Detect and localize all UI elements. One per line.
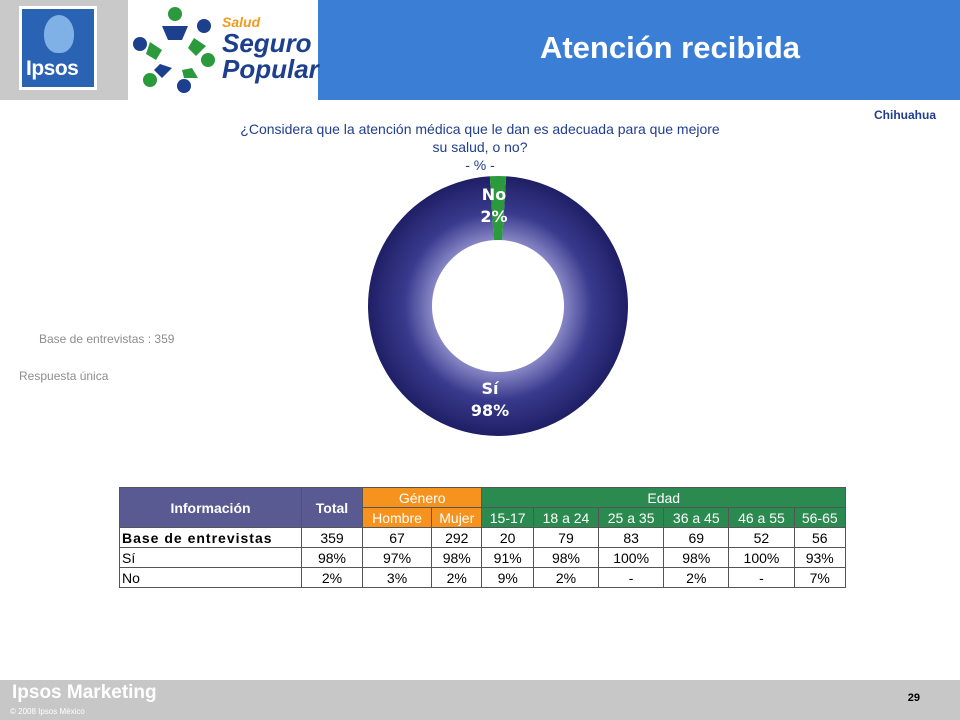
question-line-2: su salud, o no? — [432, 139, 528, 155]
header-gender: Género — [361, 487, 483, 508]
table-cell: 20 — [481, 527, 534, 548]
subheader-56-65: 56-65 — [793, 507, 847, 528]
logo-seguro-text: Seguro — [222, 28, 312, 58]
table-cell: 98% — [301, 547, 363, 568]
region-label: Chihuahua — [874, 108, 936, 122]
header-age: Edad — [481, 487, 846, 508]
table-cell: 292 — [431, 527, 483, 548]
question-text: ¿Considera que la atención médica que le… — [180, 120, 780, 174]
header-information: Información — [119, 487, 302, 528]
table-cell: 2% — [431, 567, 483, 588]
row-label: Sí — [119, 547, 302, 568]
table-cell: 2% — [301, 567, 363, 588]
response-note: Respuesta única — [19, 369, 109, 383]
table-cell: 83 — [598, 527, 665, 548]
slice-label-si: Sí — [481, 379, 500, 398]
slice-si — [368, 176, 628, 436]
ipsos-logo: Ipsos — [19, 6, 97, 90]
table-cell: 91% — [481, 547, 534, 568]
header-total: Total — [301, 487, 363, 528]
slice-value-si: 98% — [471, 401, 509, 420]
table-cell: 2% — [532, 567, 600, 588]
ipsos-face-icon — [44, 15, 74, 53]
info-table: Información Total Género Edad Hombre Muj… — [119, 487, 847, 588]
table-cell: 100% — [728, 547, 795, 568]
subheader-15-17: 15-17 — [481, 507, 534, 528]
table-row: No 2% 3% 2% 9% 2% - 2% - 7% — [119, 567, 847, 588]
slice-no — [489, 176, 507, 241]
table-cell: 98% — [532, 547, 600, 568]
logo-popular-text: Popular — [222, 54, 319, 84]
subheader-25-35: 25 a 35 — [598, 507, 665, 528]
seguro-popular-figures-icon — [133, 7, 215, 93]
table-cell: 9% — [481, 567, 534, 588]
table-cell: 79 — [532, 527, 600, 548]
question-line-1: ¿Considera que la atención médica que le… — [240, 121, 720, 137]
question-line-3: - % - — [465, 157, 495, 173]
table-cell: 359 — [301, 527, 363, 548]
table-cell: - — [598, 567, 665, 588]
table-cell: - — [728, 567, 795, 588]
ipsos-logo-container: Ipsos — [0, 0, 128, 100]
table-cell: 52 — [728, 527, 795, 548]
subheader-mujer: Mujer — [431, 507, 483, 528]
page-number: 29 — [907, 692, 920, 704]
table-row: Sí 98% 97% 98% 91% 98% 100% 98% 100% 93% — [119, 547, 847, 568]
table-cell: 2% — [663, 567, 730, 588]
subheader-18-24: 18 a 24 — [532, 507, 600, 528]
ipsos-logo-text: Ipsos — [26, 57, 79, 80]
table-cell: 7% — [793, 567, 847, 588]
subheader-46-55: 46 a 55 — [728, 507, 795, 528]
base-note: Base de entrevistas : 359 — [39, 332, 175, 346]
footer: Ipsos Marketing © 2008 Ipsos México 29 — [0, 680, 960, 720]
donut-chart: Sí 98% No 2% — [368, 176, 628, 436]
table-cell: 69 — [663, 527, 730, 548]
table-cell: 56 — [793, 527, 847, 548]
table-cell: 97% — [361, 547, 433, 568]
table-cell: 3% — [361, 567, 433, 588]
row-label: Base de entrevistas — [119, 527, 302, 548]
table-cell: 98% — [431, 547, 483, 568]
slice-value-no: 2% — [480, 207, 507, 226]
footer-brand: Ipsos Marketing — [12, 682, 157, 703]
table-row: Base de entrevistas 359 67 292 20 79 83 … — [119, 527, 847, 548]
subheader-36-45: 36 a 45 — [663, 507, 730, 528]
table-cell: 93% — [793, 547, 847, 568]
row-label: No — [119, 567, 302, 588]
logo-salud-text: Salud — [222, 14, 261, 30]
page-title: Atención recibida — [539, 30, 801, 65]
subheader-hombre: Hombre — [361, 507, 433, 528]
slice-label-no: No — [482, 185, 506, 204]
table-cell: 98% — [663, 547, 730, 568]
footer-copyright: © 2008 Ipsos México — [10, 707, 85, 716]
table-cell: 100% — [598, 547, 665, 568]
table-cell: 67 — [361, 527, 433, 548]
seguro-popular-logo: Salud Seguro Popular — [128, 0, 319, 100]
